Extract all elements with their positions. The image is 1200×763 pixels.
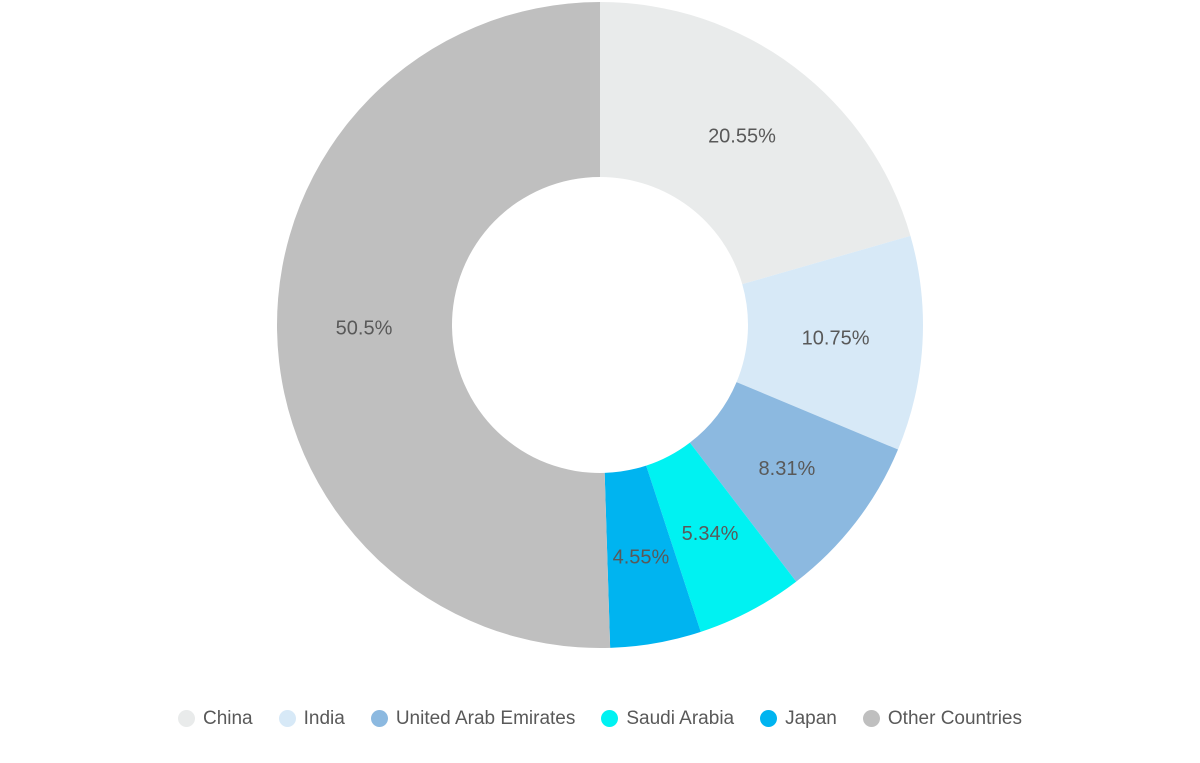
legend-swatch-china — [177, 709, 195, 727]
legend-label-china: China — [202, 707, 253, 729]
legend-swatch-other-countries — [862, 709, 880, 727]
legend-label-united-arab-emirates: United Arab Emirates — [395, 707, 576, 729]
chart-legend: China India United Arab Emirates Saudi Arab… — [177, 702, 1023, 734]
legend-item-japan[interactable]: Japan — [760, 709, 837, 728]
legend-label-india: India — [303, 707, 345, 729]
pie-slice-united-arab-emirates[interactable] — [689, 382, 899, 582]
legend-swatch-saudi-arabia — [601, 709, 619, 727]
donut-chart-svg: 20.55%10.75%8.31%5.34%4.55%50.5% — [276, 2, 924, 649]
pie-slice-china[interactable] — [600, 2, 911, 285]
legend-swatch-india — [278, 709, 296, 727]
pie-slice-saudi-arabia[interactable] — [646, 442, 797, 632]
legend-label-other-countries: Other Countries — [887, 707, 1023, 729]
legend-item-united-arab-emirates[interactable]: United Arab Emirates — [370, 707, 576, 729]
pie-slice-india[interactable] — [736, 235, 924, 450]
legend-swatch-united-arab-emirates — [370, 709, 388, 727]
legend-item-china[interactable]: China — [177, 707, 253, 729]
legend-item-saudi-arabia[interactable]: Saudi Arabia — [601, 709, 734, 728]
pie-slice-japan[interactable] — [604, 465, 701, 648]
pie-slice-other-countries[interactable] — [276, 2, 611, 649]
legend-label-saudi-arabia: Saudi Arabia — [626, 707, 735, 729]
legend-item-india[interactable]: India — [278, 707, 345, 729]
legend-label-japan: Japan — [785, 707, 837, 729]
legend-swatch-japan — [760, 709, 778, 727]
legend-item-other-countries[interactable]: Other Countries — [862, 707, 1023, 729]
